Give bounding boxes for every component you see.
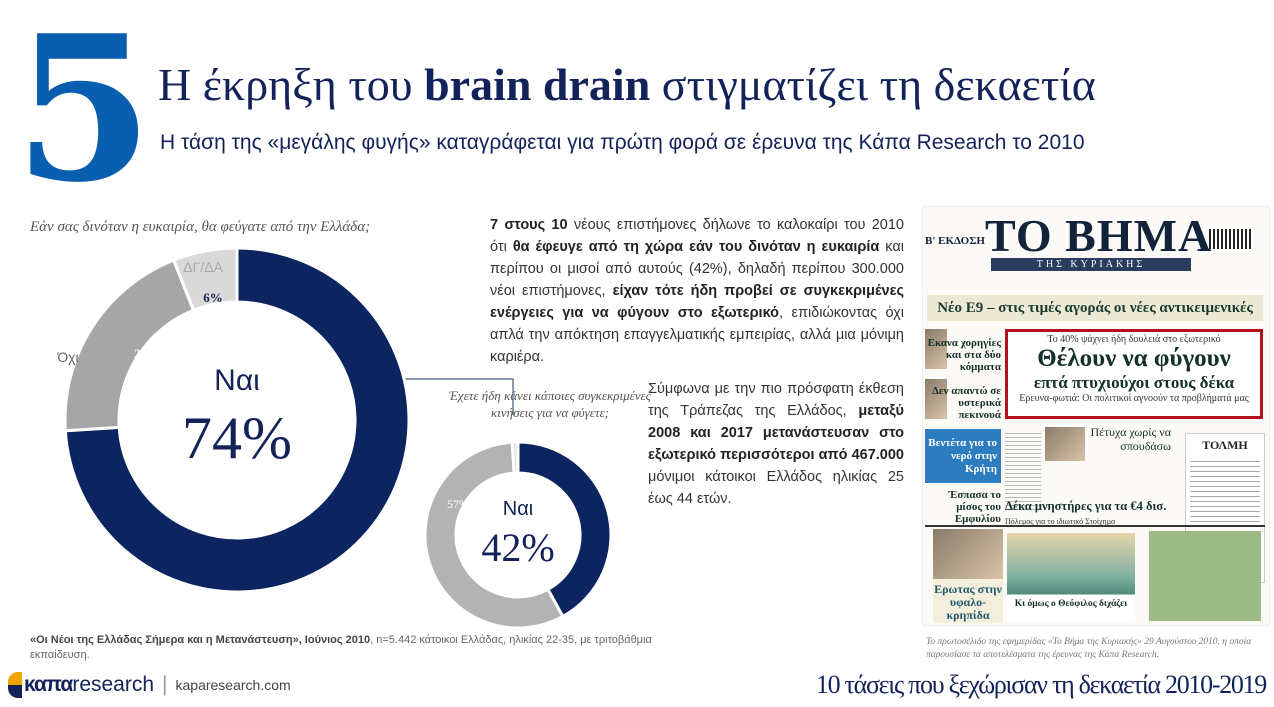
donut-slice-dk xyxy=(510,440,520,475)
paragraph-1: 7 στους 10 νέους επιστήμονες δήλωνε το κ… xyxy=(490,214,904,368)
photo-thumbnail xyxy=(925,379,947,419)
paragraph-segment: 7 στους 10 xyxy=(490,217,568,233)
tolmi-title: ΤΟΛΜΗ xyxy=(1202,438,1248,452)
bottom-headline-2: Κι όμως ο Θεόφιλος διχάζει xyxy=(1014,599,1128,609)
title-pre: Η έκρηξη του xyxy=(158,59,425,110)
bottom-story-2: Κι όμως ο Θεόφιλος διχάζει xyxy=(1007,533,1135,621)
donut-center-label: Ναι xyxy=(503,498,533,520)
title-post: στιγματίζει τη δεκαετία xyxy=(650,59,1096,110)
donut-center-value: 42% xyxy=(481,525,554,570)
donut-slice-no xyxy=(423,440,565,630)
donut-slice-no xyxy=(63,258,196,433)
logo-mark-icon xyxy=(8,672,22,698)
deka-headline: Δέκα μνηστήρες για τα €4 δισ. xyxy=(1005,499,1167,513)
bottom-ad xyxy=(1149,531,1261,621)
page-subtitle: Η τάση της «μεγάλης φυγής» καταγράφεται … xyxy=(160,131,1085,154)
side-headline-3: Βεντέτα για το νερό στην Κρήτη xyxy=(925,429,1001,483)
main-deck: Ερευνα-φωτιά: Οι πολιτικοί αγνοούν τα πρ… xyxy=(1019,393,1249,404)
newspaper-caption: Το πρωτοσέλιδο της εφημερίδας «Το Βήμα τ… xyxy=(926,637,1252,660)
source-note: «Οι Νέοι της Ελλάδας Σήμερα και η Μετανά… xyxy=(30,633,660,663)
slice-value-label: 6% xyxy=(203,290,223,305)
photo-thumbnail xyxy=(1045,427,1085,461)
slice-category-label: Όχι xyxy=(56,349,78,365)
paragraph-segment: , επιδιώκοντας όχι απλά την απόκτηση επα… xyxy=(490,305,904,365)
side-headline-1: Εκανα χορηγίες και στα δύο κόμματα xyxy=(927,337,1001,373)
newspaper-masthead: ΤΟ ΒΗΜΑ xyxy=(985,210,1213,261)
chart1-question: Εάν σας δινόταν η ευκαιρία, θα φεύγατε α… xyxy=(30,219,371,235)
donut-center-label: Ναι xyxy=(214,364,260,397)
logo-brand-light: research xyxy=(72,673,155,696)
divider xyxy=(925,525,1265,527)
connector-line xyxy=(385,378,514,415)
donut-chart-2: 57% Ναι 42% xyxy=(423,440,613,630)
page-title: Η έκρηξη του brain drain στιγματίζει τη … xyxy=(158,58,1096,111)
paragraph-segment: μόνιμοι κάτοικοι Ελλάδος ηλικίας 25 έως … xyxy=(648,469,904,507)
story-headline: Πέτυχα χωρίς να σπουδάσω xyxy=(1090,425,1171,453)
paragraph-segment: νέους επιστήμονες δήλωνε το καλοκαίρι το… xyxy=(490,217,904,255)
kapa-research-logo: καπα research | kaparesearch.com xyxy=(8,672,291,698)
chart2-question: Έχετε ήδη κάνει κάποιες συγκεκριμένες κι… xyxy=(449,388,651,420)
bottom-headline-1: Ερωτας στην υφαλο-κρηπίδα xyxy=(934,582,1002,622)
donut-slice-dk xyxy=(171,246,239,313)
paragraph-2: Σύμφωνα με την πιο πρόσφατη έκθεση της Τ… xyxy=(648,378,904,510)
paragraph-segment: μεταξύ 2008 και 2017 μετανάστευσαν στο ε… xyxy=(648,403,904,463)
logo-brand: καπα xyxy=(24,673,73,696)
main-story-box: Το 40% ψάχνει ήδη δουλειά στο εξωτερικό … xyxy=(1005,329,1263,419)
donut-center-value: 74% xyxy=(182,405,292,471)
photo-thumbnail xyxy=(925,329,947,369)
donut-slice-yes xyxy=(516,440,613,619)
newspaper-frontpage-image: Β' ΕΚΔΟΣΗ ΤΟ ΒΗΜΑ ΤΗΣ ΚΥΡΙΑΚΗΣ Νέο Ε9 – … xyxy=(922,206,1270,626)
section-number: 5 xyxy=(14,0,153,227)
bottom-story-1: Ερωτας στην υφαλο-κρηπίδα xyxy=(933,529,1003,623)
footer-series-title: 10 τάσεις που ξεχώρισαν τη δεκαετία 2010… xyxy=(815,670,1267,699)
side-headline-4: Έσπασα το μίσος του Εμφυλίου xyxy=(948,489,1001,525)
newspaper-submasthead: ΤΗΣ ΚΥΡΙΑΚΗΣ xyxy=(991,258,1191,271)
donut-slice-yes xyxy=(63,246,411,594)
barcode-icon xyxy=(1209,229,1253,249)
logo-separator: | xyxy=(162,673,168,696)
main-headline-2: επτά πτυχιούχοι στους δέκα xyxy=(1033,373,1235,392)
side-headline-2: Δεν απαντώ σε υστερικά πεκινουά xyxy=(931,385,1001,421)
paragraph-segment: θα έφευγε από τη χώρα εάν του δινόταν η … xyxy=(512,239,880,255)
logo-url[interactable]: kaparesearch.com xyxy=(175,677,291,693)
deka-subhead: Πόλεμος για το ιδιωτικό Στοίχημα xyxy=(1005,517,1116,526)
paragraph-segment: είχαν τότε ήδη προβεί σε συγκεκριμένες ε… xyxy=(490,283,904,321)
donut-chart-1: 20% Όχι 6% ΔΓ/ΔΑ Ναι 74% xyxy=(56,246,411,594)
paragraph-segment: και περίπου οι μισοί από αυτούς (42%), δ… xyxy=(490,239,904,299)
newspaper-banner: Νέο Ε9 – στις τιμές αγοράς οι νέες αντικ… xyxy=(927,295,1263,321)
source-details: , n=5.442 κάτοικοι Ελλάδας, ηλικίας 22-3… xyxy=(30,634,652,661)
main-headline-1: Θέλουν να φύγουν xyxy=(1037,345,1231,372)
text-columns xyxy=(1005,433,1041,513)
newspaper-edition: Β' ΕΚΔΟΣΗ xyxy=(925,235,985,247)
slice-value-label: 57% xyxy=(447,497,469,511)
main-kicker: Το 40% ψάχνει ήδη δουλειά στο εξωτερικό xyxy=(1047,334,1221,345)
slice-value-label: 20% xyxy=(134,346,160,361)
source-title: «Οι Νέοι της Ελλάδας Σήμερα και η Μετανά… xyxy=(30,634,371,646)
paragraph-segment: Σύμφωνα με την πιο πρόσφατη έκθεση της Τ… xyxy=(648,381,904,419)
slice-category-label: ΔΓ/ΔΑ xyxy=(183,259,223,275)
title-bold: brain drain xyxy=(424,59,651,110)
